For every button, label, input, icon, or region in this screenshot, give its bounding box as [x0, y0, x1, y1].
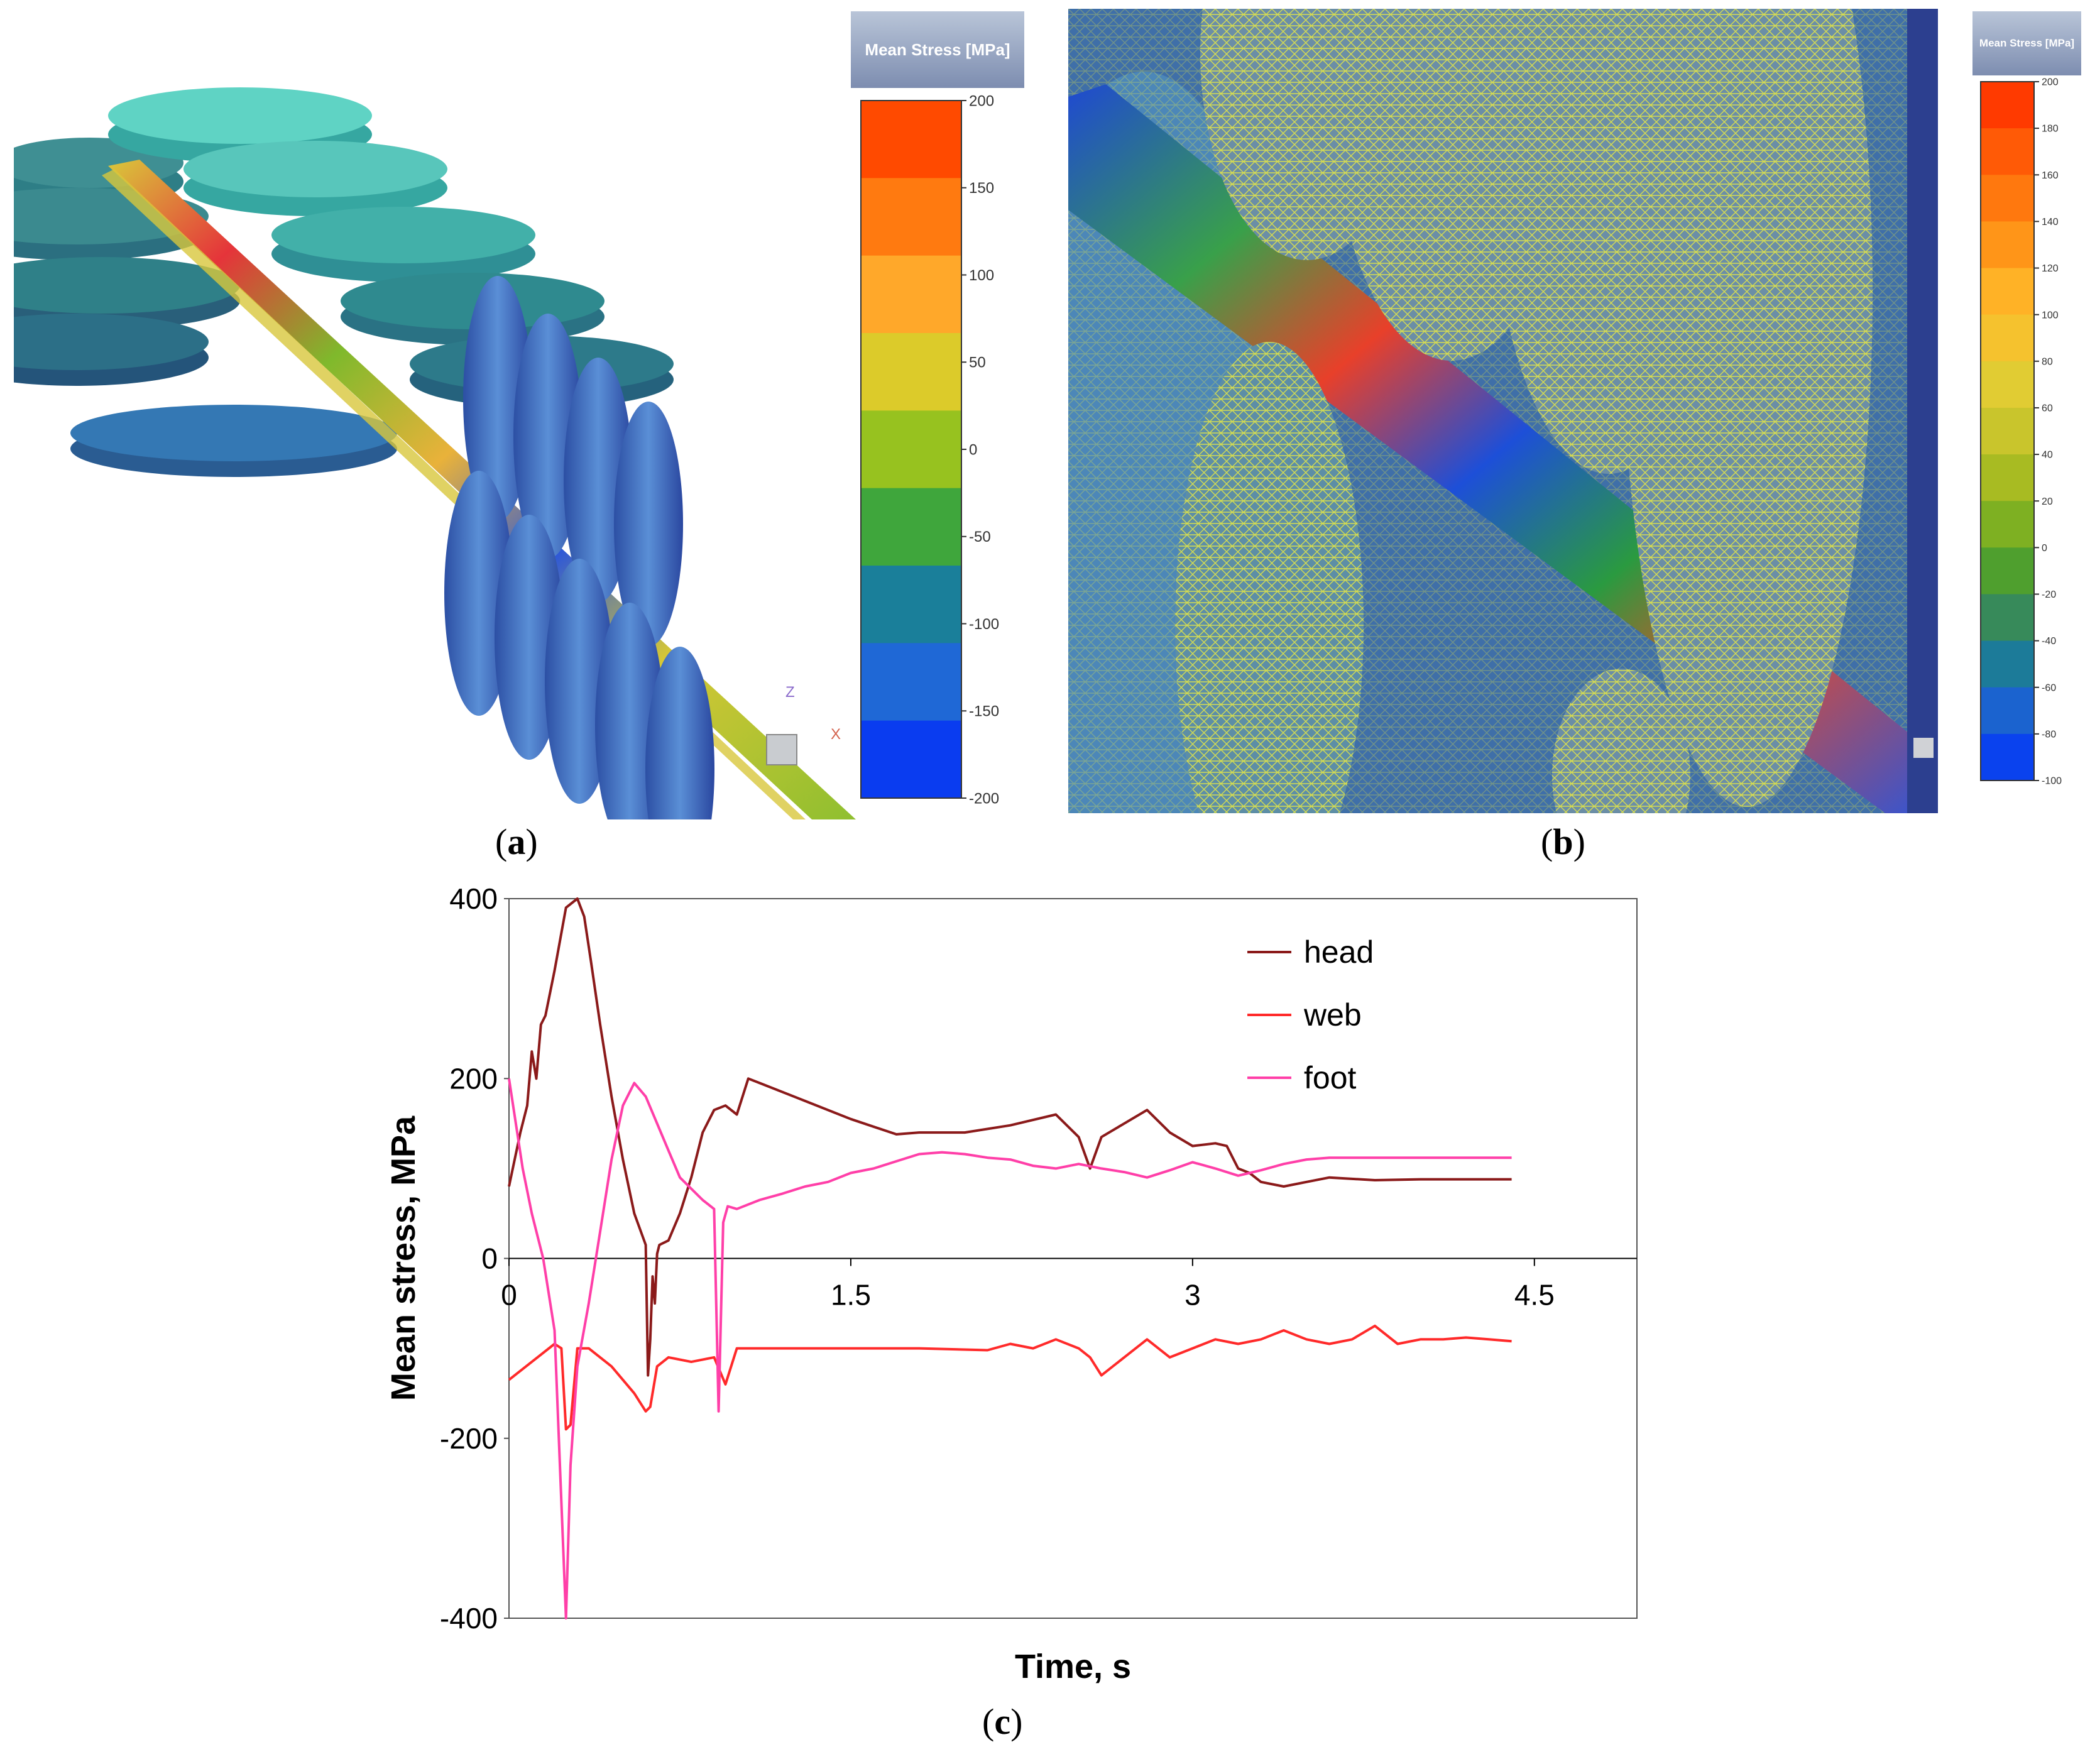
legend-color-band — [1981, 407, 2034, 455]
legend-color-band — [861, 101, 961, 178]
legend-tick-label: -200 — [969, 790, 999, 807]
legend-tick-label: -100 — [2042, 776, 2062, 787]
legend-tick-label: 0 — [969, 441, 977, 458]
legend-tick-label: 180 — [2042, 124, 2059, 134]
legend-tick-label: 0 — [2042, 543, 2047, 554]
panel-a-rendering: Z X — [14, 87, 856, 819]
horizontal-rolls — [14, 87, 674, 477]
legend-color-band — [861, 255, 961, 334]
legend-color-band — [861, 643, 961, 721]
legend-b-title: Mean Stress [MPa] — [1972, 11, 2081, 75]
legend-color-band — [1981, 687, 2034, 735]
legend-color-band — [861, 720, 961, 799]
series-line-foot — [508, 1078, 1512, 1619]
legend-color-band — [1981, 640, 2034, 688]
legend-tick-label: 150 — [969, 180, 994, 197]
legend-color-band — [1981, 454, 2034, 501]
y-tick-label: -400 — [440, 1602, 498, 1635]
legend-tick-label: 80 — [2042, 356, 2053, 367]
legend-a-title: Mean Stress [MPa] — [851, 11, 1024, 88]
label-c: (c) — [982, 1701, 1023, 1742]
legend-color-band — [1981, 501, 2034, 548]
legend-color-band — [1981, 733, 2034, 781]
legend-label-head: head — [1304, 934, 1374, 970]
legend-tick-label: 40 — [2042, 450, 2053, 461]
y-tick-label: 200 — [449, 1062, 498, 1095]
label-a: (a) — [495, 821, 538, 862]
x-tick-label: 4.5 — [1514, 1279, 1555, 1312]
legend-tick-label: -100 — [969, 616, 999, 633]
legend-color-band — [1981, 547, 2034, 594]
legend-color-band — [1981, 82, 2034, 129]
legend-color-band — [1981, 268, 2034, 315]
legend-label-foot: foot — [1304, 1060, 1357, 1095]
axis-x-label: X — [831, 726, 841, 743]
legend-tick-label: 100 — [2042, 310, 2059, 320]
label-b: (b) — [1541, 821, 1585, 862]
legend-color-band — [861, 410, 961, 489]
legend-tick-label: 200 — [2042, 77, 2059, 88]
y-tick-label: 400 — [449, 882, 498, 915]
legend-tick-label: -50 — [969, 529, 991, 545]
legend-tick-label: 160 — [2042, 170, 2059, 181]
panel-b — [1068, 9, 1938, 813]
y-axis-label: Mean stress, MPa — [385, 1115, 422, 1401]
legend-color-band — [1981, 128, 2034, 175]
legend-tick-label: 60 — [2042, 403, 2053, 414]
legend-tick-label: -80 — [2042, 729, 2056, 740]
legend-label-web: web — [1303, 997, 1362, 1033]
panel-b-rendering — [1068, 9, 1938, 813]
legend-color-band — [861, 566, 961, 644]
legend-tick-label: 20 — [2042, 496, 2053, 507]
series-line-head — [508, 897, 1512, 1377]
vertical-rolls — [444, 276, 714, 819]
legend-color-band — [861, 178, 961, 256]
x-tick-label: 0 — [501, 1279, 517, 1312]
panel-a: Z X — [14, 9, 856, 819]
legend-a-title-text: Mean Stress [MPa] — [865, 40, 1010, 59]
x-tick-label: 1.5 — [831, 1279, 871, 1312]
legend-tick-label: 140 — [2042, 217, 2059, 227]
y-tick-label: -200 — [440, 1422, 498, 1455]
legend-a: 200 150 100 50 0 -50 -100 -150 -200 — [860, 94, 999, 807]
series-line-web — [508, 1324, 1512, 1431]
legend-tick-label: -20 — [2042, 589, 2056, 600]
legend-tick-label: 200 — [969, 94, 994, 109]
legend-color-band — [1981, 221, 2034, 269]
legend-color-band — [1981, 175, 2034, 222]
legend-tick-label: -150 — [969, 703, 999, 720]
legend-tick-label: 50 — [969, 354, 986, 371]
legend-tick-label: -40 — [2042, 636, 2056, 647]
legend-color-band — [1981, 314, 2034, 362]
legend-tick-label: 100 — [969, 267, 994, 284]
axis-z-label: Z — [785, 684, 795, 701]
chart-c: 400 200 0 -200 -400 0 1.5 3 4.5 Time, s Mean stres… — [385, 882, 1638, 1685]
x-axis-label: Time, s — [1015, 1648, 1131, 1685]
legend-tick-label: -60 — [2042, 682, 2056, 693]
legend-color-band — [861, 333, 961, 411]
legend-tick-label: 120 — [2042, 263, 2059, 274]
x-tick-label: 3 — [1185, 1279, 1201, 1312]
legend-b: 200180160140120100806040200-20-40-60-80-… — [1980, 77, 2062, 787]
legend-color-band — [1981, 594, 2034, 642]
y-tick-label: 0 — [481, 1242, 498, 1275]
legend-color-band — [861, 488, 961, 566]
legend-b-title-text: Mean Stress [MPa] — [1979, 37, 2075, 49]
legend-color-band — [1981, 361, 2034, 408]
